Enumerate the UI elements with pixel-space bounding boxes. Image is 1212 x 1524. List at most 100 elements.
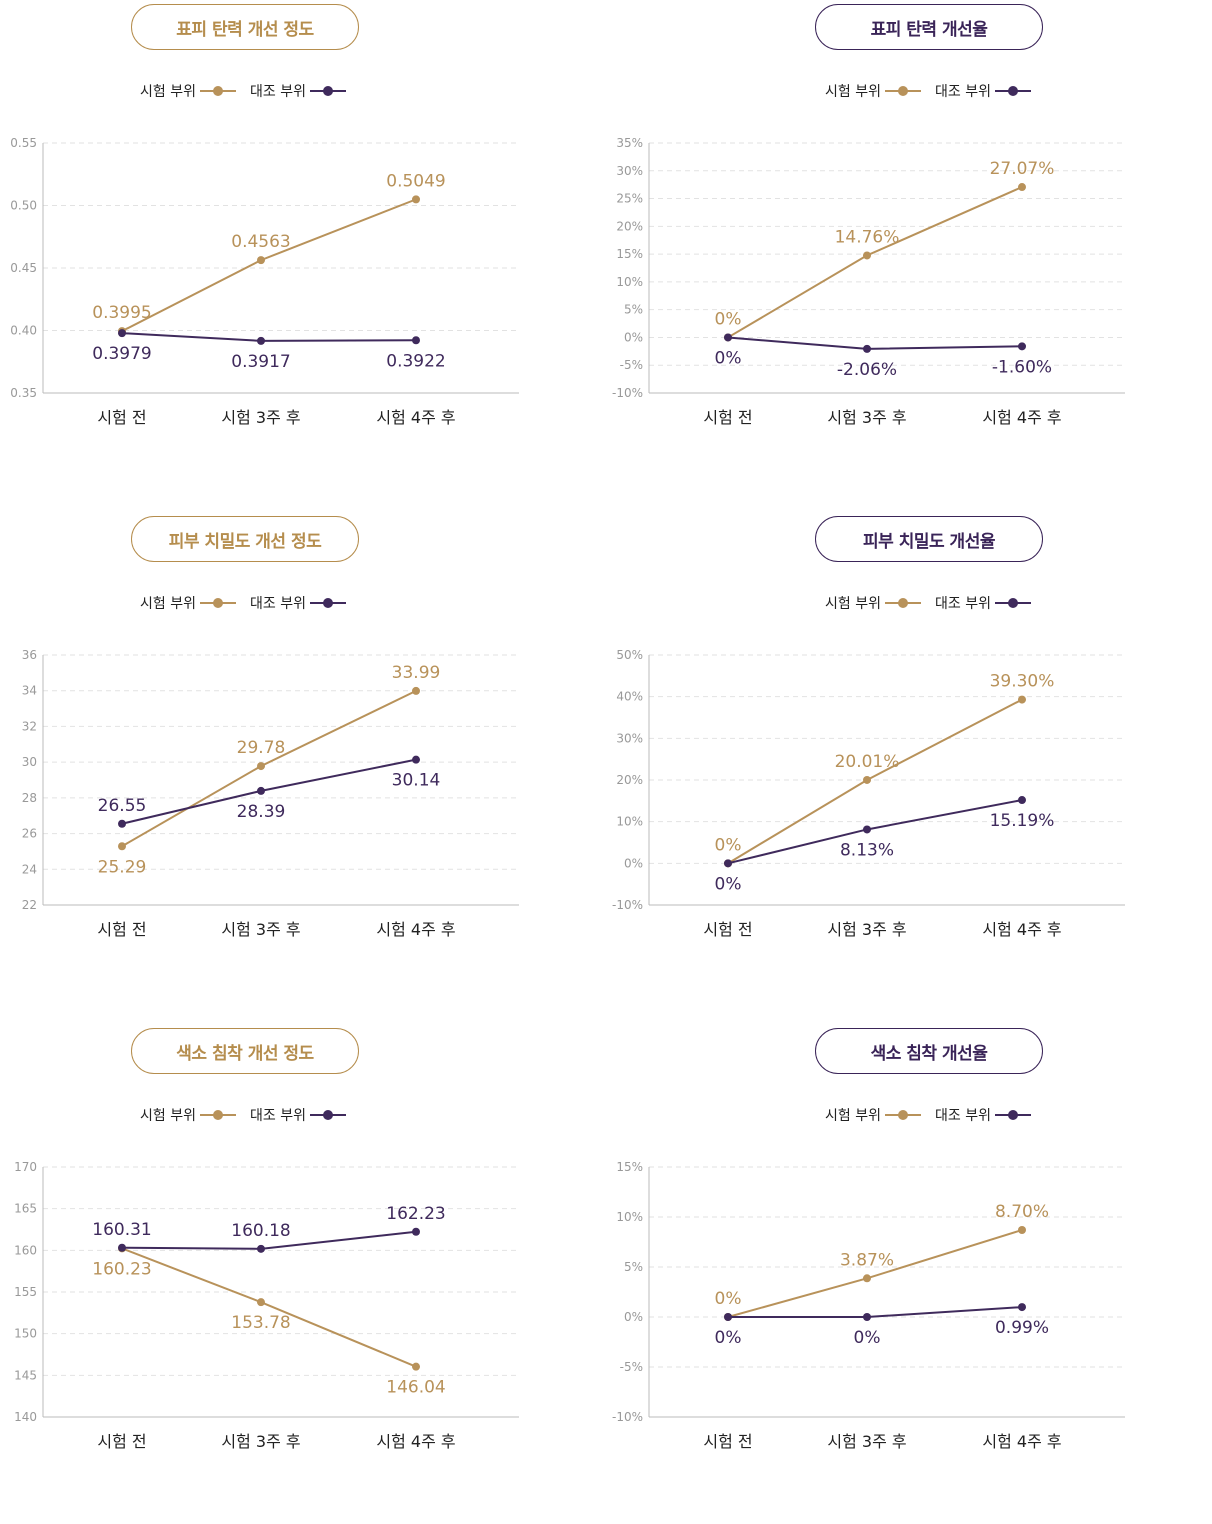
legend-swatch-test	[199, 598, 236, 608]
chart-title: 표피 탄력 개선 정도	[131, 4, 359, 50]
data-point	[118, 1243, 126, 1252]
y-tick-label: -10%	[612, 1410, 643, 1424]
legend-swatch-control	[994, 598, 1031, 608]
y-tick-label: 50%	[616, 648, 643, 662]
data-point	[118, 842, 126, 851]
legend: 시험 부위 대조 부위	[825, 592, 1045, 614]
x-tick-label: 시험 3주 후	[827, 920, 906, 939]
data-point	[257, 1244, 265, 1253]
chart-title: 색소 침착 개선 정도	[131, 1028, 359, 1074]
data-point	[257, 336, 265, 345]
data-label: 27.07%	[990, 159, 1055, 179]
legend-item-test: 시험 부위	[140, 593, 236, 613]
data-point	[724, 1313, 732, 1321]
y-tick-label: 5%	[624, 1260, 643, 1274]
chart-title: 피부 치밀도 개선율	[815, 516, 1043, 562]
y-tick-label: 20%	[616, 219, 643, 233]
legend-item-test: 시험 부위	[825, 1105, 921, 1125]
legend-item-control: 대조 부위	[250, 81, 346, 101]
legend-swatch-test	[884, 1110, 921, 1120]
data-point	[412, 686, 420, 695]
y-tick-label: 26	[22, 827, 37, 841]
x-tick-label: 시험 4주 후	[982, 920, 1061, 939]
x-tick-label: 시험 3주 후	[221, 920, 300, 939]
data-label: 0%	[715, 348, 742, 368]
legend-label: 시험 부위	[140, 84, 196, 100]
x-tick-label: 시험 3주 후	[827, 408, 906, 427]
data-label: 153.78	[231, 1313, 290, 1333]
y-tick-label: 30	[22, 755, 37, 769]
legend: 시험 부위 대조 부위	[825, 80, 1045, 102]
data-point	[118, 329, 126, 338]
legend: 시험 부위 대조 부위	[140, 1104, 360, 1126]
data-label: 160.18	[231, 1221, 290, 1241]
legend-swatch-control	[994, 86, 1031, 96]
data-point	[1018, 695, 1026, 704]
legend-label: 대조 부위	[934, 84, 991, 100]
series-line	[727, 186, 1023, 339]
series-line	[121, 332, 417, 342]
y-tick-label: -10%	[612, 898, 643, 912]
legend: 시험 부위 대조 부위	[140, 592, 360, 614]
data-point	[1018, 342, 1026, 351]
y-tick-label: 10%	[616, 1210, 643, 1224]
chart-panel: 색소 침착 개선 정도 시험 부위 대조 부위 140 145 150 155 160 1…	[0, 1024, 606, 1524]
data-label: 39.30%	[990, 672, 1055, 692]
data-label: -1.60%	[992, 357, 1052, 377]
legend-swatch-test	[199, 86, 236, 96]
legend-label: 시험 부위	[140, 596, 196, 612]
y-tick-label: 35%	[616, 136, 643, 150]
x-tick-label: 시험 4주 후	[982, 408, 1061, 427]
y-tick-label: 10%	[616, 815, 643, 829]
data-point	[412, 1227, 420, 1236]
data-label: 0.99%	[995, 1318, 1049, 1338]
line-chart: -10% -5% 0% 5% 10% 15% 20% 25% 30% 35% 시험 전 시험 3주 후…	[612, 136, 1125, 427]
y-tick-label: 165	[14, 1202, 37, 1216]
y-tick-label: 25%	[616, 192, 643, 206]
series-line	[121, 198, 417, 333]
chart-panel: 표피 탄력 개선율 시험 부위 대조 부위 -10% -5% 0% 5% 10% 15% 2…	[606, 0, 1212, 500]
line-chart: 0.35 0.40 0.45 0.50 0.55 시험 전 시험 3주 후 시험 4주 후 0.…	[10, 136, 519, 427]
data-label: 0.3922	[386, 351, 445, 371]
legend-label: 시험 부위	[140, 1108, 196, 1124]
legend-label: 대조 부위	[934, 1108, 991, 1124]
data-label: 0%	[715, 835, 742, 855]
chart-title: 표피 탄력 개선율	[815, 4, 1043, 50]
data-label: 0%	[715, 1289, 742, 1309]
y-tick-label: 28	[22, 791, 37, 805]
legend-item-control: 대조 부위	[935, 1105, 1031, 1125]
y-tick-label: 22	[22, 898, 37, 912]
y-tick-label: 40%	[616, 690, 643, 704]
legend-label: 대조 부위	[249, 596, 306, 612]
y-tick-label: 32	[22, 719, 37, 733]
line-chart: 22 24 26 28 30 32 34 36 시험 전 시험 3주 후 시험 4주 후 25.29 2…	[22, 648, 519, 939]
y-tick-label: 0.55	[10, 136, 37, 150]
data-label: 0%	[715, 309, 742, 329]
legend-label: 대조 부위	[249, 84, 306, 100]
legend-swatch-control	[309, 598, 346, 608]
data-point	[724, 333, 732, 342]
legend-item-test: 시험 부위	[825, 593, 921, 613]
x-tick-label: 시험 3주 후	[827, 1432, 906, 1451]
y-tick-label: 0.50	[10, 199, 37, 213]
data-label: 20.01%	[835, 752, 900, 772]
x-tick-label: 시험 전	[97, 408, 146, 427]
data-point	[1018, 1303, 1026, 1312]
data-point	[257, 786, 265, 795]
series-line	[727, 336, 1023, 350]
data-point	[863, 1274, 871, 1283]
data-label: 8.70%	[995, 1202, 1049, 1222]
y-tick-label: 0%	[624, 856, 643, 870]
data-point	[257, 762, 265, 771]
data-label: -2.06%	[837, 360, 897, 380]
data-point	[863, 344, 871, 353]
data-label: 33.99	[392, 663, 441, 683]
legend-item-control: 대조 부위	[250, 593, 346, 613]
data-label: 160.31	[92, 1220, 151, 1240]
data-point	[257, 1298, 265, 1307]
data-point	[412, 336, 420, 345]
legend-swatch-control	[309, 86, 346, 96]
y-tick-label: 15%	[616, 1160, 643, 1174]
data-label: 30.14	[392, 771, 441, 791]
data-label: 0%	[715, 1328, 742, 1348]
